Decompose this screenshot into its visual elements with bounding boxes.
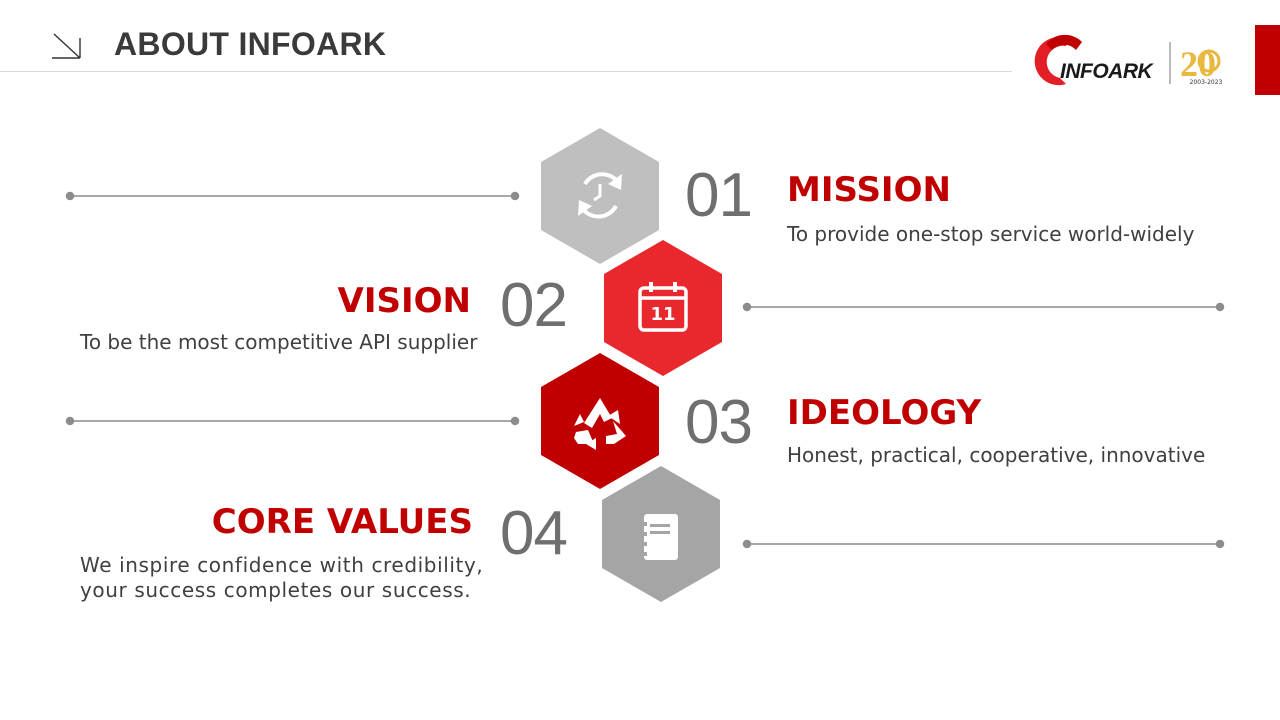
arrow-corner-icon: [52, 33, 81, 59]
core-values-description-line2: your success completes our success.: [80, 578, 472, 602]
core-values-description-line1: We inspire confidence with credibility,: [80, 553, 484, 577]
anniversary-years: 2003-2023: [1190, 79, 1223, 86]
header-divider: [0, 71, 1012, 72]
corner-accent-tab: [1255, 25, 1280, 95]
hexagon-vision: [604, 240, 722, 376]
item-number-01: 01: [685, 161, 753, 230]
item-number-04: 04: [500, 499, 568, 568]
calendar-icon: 11: [638, 282, 688, 332]
infoark-logo: 20 2003-2023 INFOARK: [1026, 34, 1246, 94]
page-title: ABOUT INFOARK: [114, 26, 387, 62]
recycle-icon: [574, 398, 626, 450]
calendar-day: 11: [650, 304, 675, 325]
logo-text: INFOARK: [1060, 60, 1153, 83]
item-number-03: 03: [685, 388, 753, 457]
refresh-clock-icon: [578, 172, 622, 219]
hexagon-ideology: [541, 353, 659, 489]
mission-description: To provide one-stop service world-widely: [787, 222, 1195, 246]
vision-title: VISION: [337, 281, 471, 321]
mission-title: MISSION: [787, 170, 951, 210]
ideology-title: IDEOLOGY: [787, 393, 982, 433]
ideology-description: Honest, practical, cooperative, innovati…: [787, 443, 1206, 467]
notebook-icon: [639, 514, 678, 560]
core-values-title: CORE VALUES: [211, 502, 473, 542]
item-number-02: 02: [500, 271, 568, 340]
vision-description: To be the most competitive API supplier: [80, 330, 478, 354]
